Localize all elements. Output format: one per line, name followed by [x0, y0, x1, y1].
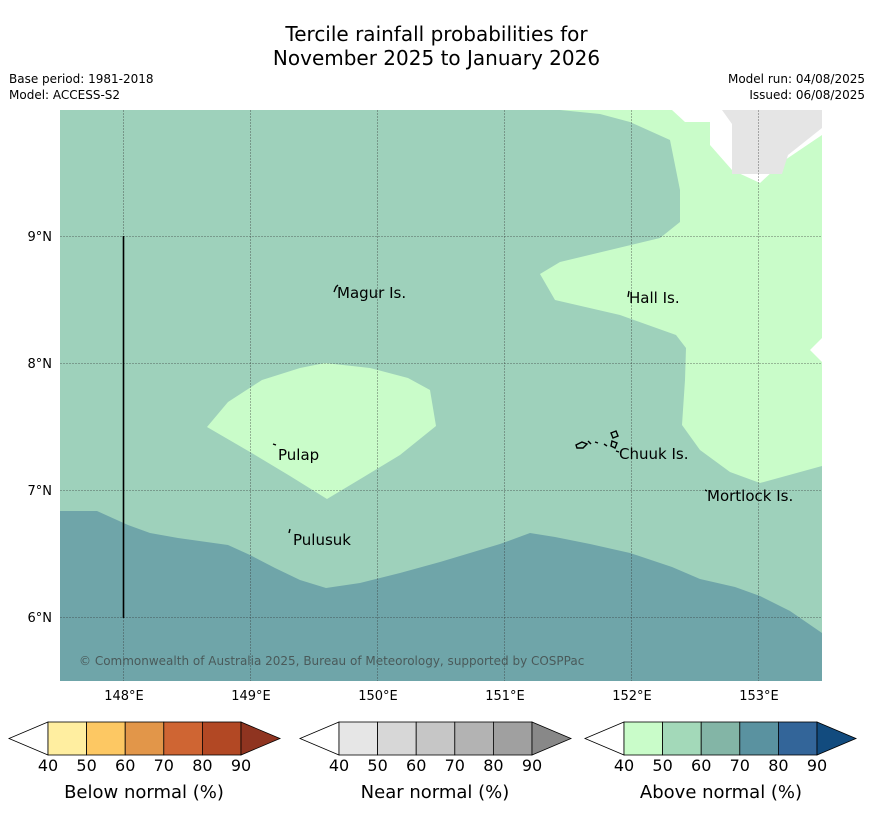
near-cbar-bin-0	[338, 721, 378, 756]
legend-below-title: Below normal (%)	[64, 782, 224, 803]
place-pulap: Pulap	[278, 446, 319, 464]
latitude-ticks: 9°N 8°N 7°N 6°N	[28, 230, 53, 626]
lon-label-148: 148°E	[104, 689, 144, 704]
below-cbar-tick-60: 60	[115, 756, 135, 775]
below-cbar-bin-4	[201, 721, 242, 756]
lat-label-8: 8°N	[28, 357, 53, 372]
near-cbar-bin-1	[377, 721, 417, 756]
place-hall: Hall Is.	[629, 289, 680, 307]
island-hall	[627, 290, 630, 298]
below-cbar-tick-40: 40	[38, 756, 58, 775]
island-pulusuk	[288, 528, 291, 534]
below-cbar-bin-2	[124, 721, 165, 756]
below-cbar-lower-extension	[7, 721, 49, 756]
lat-label-6: 6°N	[28, 611, 53, 626]
legend-near-title: Near normal (%)	[361, 782, 510, 803]
title-line-1: Tercile rainfall probabilities for	[285, 22, 588, 46]
model-run-label: Model run: 04/08/2025	[727, 72, 865, 86]
island-mortlock	[704, 489, 708, 492]
place-mortlock: Mortlock Is.	[707, 487, 793, 505]
below-cbar-tick-90: 90	[231, 756, 251, 775]
near-cbar-bin-2	[415, 721, 456, 756]
lon-label-153: 153°E	[739, 689, 779, 704]
below-cbar-tick-80: 80	[192, 756, 212, 775]
above-cbar-bin-3	[739, 721, 779, 756]
region-no-data	[722, 110, 822, 174]
base-period-label: Base period: 1981-2018	[9, 72, 154, 86]
near-cbar-upper-extension	[531, 721, 573, 756]
above-cbar-tick-40: 40	[614, 756, 634, 775]
island-markers	[272, 284, 708, 534]
meta-right: Model run: 04/08/2025 Issued: 06/08/2025	[728, 71, 865, 103]
lat-label-7: 7°N	[28, 484, 53, 499]
above-cbar-bin-2	[700, 721, 741, 756]
lon-label-150: 150°E	[358, 689, 398, 704]
below-cbar-bin-3	[163, 721, 203, 756]
lon-label-149: 149°E	[231, 689, 271, 704]
above-cbar-upper-extension	[816, 721, 858, 756]
above-cbar-tick-80: 80	[768, 756, 788, 775]
above-cbar-lower-extension	[583, 721, 625, 756]
near-cbar-tick-50: 50	[367, 756, 387, 775]
map-area: Magur Is. Hall Is. Pulap Chuuk Is. Mortl…	[60, 110, 822, 681]
legend-above-title: Above normal (%)	[640, 782, 802, 803]
model-label: Model: ACCESS-S2	[9, 88, 121, 102]
region-above-40-east	[540, 110, 822, 483]
below-cbar-bin-1	[86, 721, 126, 756]
near-cbar-tick-60: 60	[406, 756, 426, 775]
above-cbar-tick-50: 50	[652, 756, 672, 775]
below-cbar-tick-70: 70	[154, 756, 174, 775]
island-magur	[333, 284, 339, 293]
below-cbar-tick-50: 50	[76, 756, 96, 775]
region-above-40-pulap	[207, 363, 436, 499]
above-cbar-bin-1	[662, 721, 702, 756]
issued-label: Issued: 06/08/2025	[749, 88, 865, 102]
lon-label-152: 152°E	[612, 689, 652, 704]
near-cbar-tick-80: 80	[483, 756, 503, 775]
island-chuuk	[575, 430, 620, 453]
near-cbar-bin-3	[454, 721, 494, 756]
lon-label-151: 151°E	[485, 689, 525, 704]
below-cbar-upper-extension	[240, 721, 282, 756]
above-cbar-tick-70: 70	[730, 756, 750, 775]
island-pulap	[272, 443, 277, 446]
above-cbar-bin-4	[778, 721, 818, 756]
lat-label-9: 9°N	[28, 230, 53, 245]
chart-title: Tercile rainfall probabilities for Novem…	[0, 22, 873, 70]
region-above-60	[60, 511, 822, 681]
legend-below-normal: Below normal (%) 40 50 60 70 80 90	[7, 721, 282, 803]
below-cbar-bin-0	[47, 721, 87, 756]
no-data-notch	[810, 338, 822, 362]
place-pulusuk: Pulusuk	[293, 531, 351, 549]
above-cbar-tick-90: 90	[807, 756, 827, 775]
near-cbar-tick-40: 40	[329, 756, 349, 775]
longitude-ticks: 148°E 149°E 150°E 151°E 152°E 153°E	[104, 689, 779, 704]
near-cbar-bin-4	[492, 721, 533, 756]
near-cbar-tick-70: 70	[445, 756, 465, 775]
near-cbar-tick-90: 90	[522, 756, 542, 775]
title-line-2: November 2025 to January 2026	[272, 46, 601, 70]
place-chuuk: Chuuk Is.	[619, 445, 688, 463]
place-magur: Magur Is.	[337, 284, 406, 302]
above-cbar-bin-0	[623, 721, 663, 756]
legend-above-normal: Above normal (%) 40 50 60 70 80 90	[583, 721, 858, 803]
copyright-notice: © Commonwealth of Australia 2025, Bureau…	[79, 654, 584, 668]
above-cbar-tick-60: 60	[691, 756, 711, 775]
meta-left: Base period: 1981-2018 Model: ACCESS-S2	[9, 71, 154, 103]
near-cbar-lower-extension	[298, 721, 340, 756]
legend-near-normal: Near normal (%) 40 50 60 70 80 90	[298, 721, 573, 803]
